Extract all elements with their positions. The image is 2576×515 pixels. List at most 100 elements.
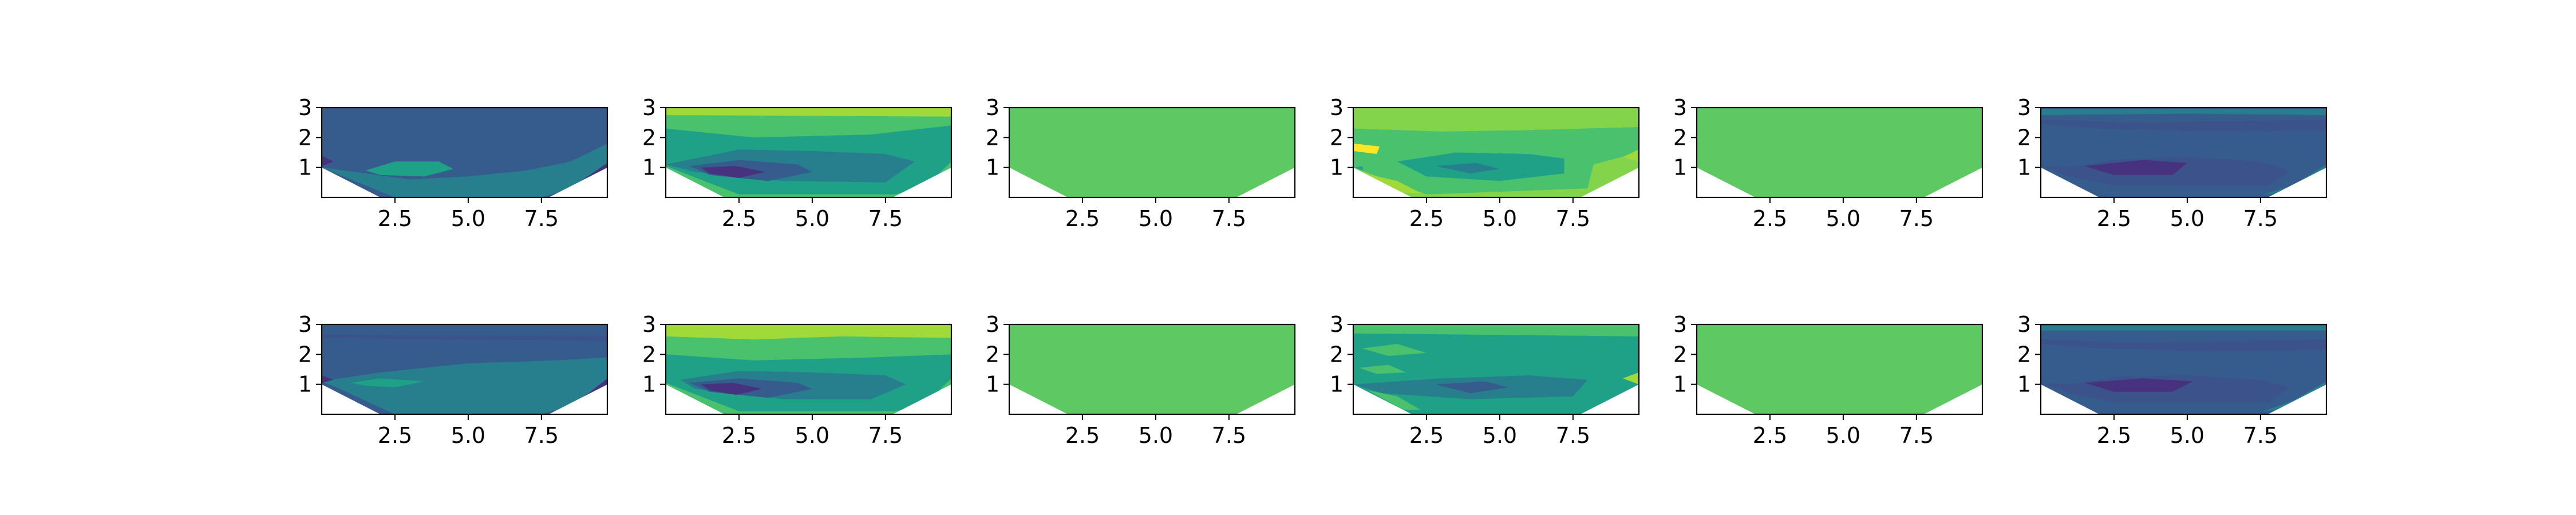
x-tick-label: 5.0 bbox=[1826, 423, 1860, 448]
x-tick-label: 2.5 bbox=[378, 206, 412, 231]
contour-level-base bbox=[1009, 108, 1295, 197]
axes-frame bbox=[321, 106, 609, 199]
x-tick-label: 7.5 bbox=[524, 423, 559, 448]
contour-level-region-4 bbox=[2084, 378, 2194, 392]
y-tick-label: 1 bbox=[1330, 372, 1344, 397]
x-tick-label: 7.5 bbox=[1899, 423, 1934, 448]
contour-fill bbox=[322, 324, 607, 414]
x-tick-label: 2.5 bbox=[722, 423, 756, 448]
x-tick-label: 5.0 bbox=[2170, 206, 2204, 231]
contour-panel-10: 2.5 5.0 7.5 1 2 3 bbox=[1330, 312, 1640, 448]
x-tick-label: 7.5 bbox=[1899, 206, 1934, 231]
axes-frame bbox=[665, 323, 953, 415]
contour-level-base bbox=[1697, 324, 1982, 414]
y-tick-label: 3 bbox=[986, 312, 999, 337]
contour-level-region-4 bbox=[1353, 143, 1380, 154]
x-tick-label: 5.0 bbox=[795, 206, 829, 231]
contour-level-region-2 bbox=[351, 378, 425, 387]
y-tick-label: 2 bbox=[2017, 125, 2031, 150]
contour-level-region-2 bbox=[2041, 119, 2326, 132]
y-tick-label: 2 bbox=[1330, 342, 1344, 367]
x-tick-label: 2.5 bbox=[1409, 206, 1444, 231]
x-tick-label: 5.0 bbox=[1826, 206, 1860, 231]
contour-panel-1: 2.5 5.0 7.5 1 2 3 bbox=[298, 95, 609, 231]
y-tick-label: 3 bbox=[1330, 312, 1344, 337]
y-tick-label: 1 bbox=[1673, 155, 1687, 180]
contour-panel-4: 2.5 5.0 7.5 1 2 3 bbox=[1330, 95, 1640, 231]
contour-level-region-2 bbox=[365, 161, 454, 177]
y-tick-label: 2 bbox=[1673, 342, 1687, 367]
contour-level-region-1 bbox=[2041, 109, 2326, 116]
y-tick-label: 1 bbox=[1330, 155, 1344, 180]
x-tick-label: 7.5 bbox=[524, 206, 559, 231]
contour-panel-12: 2.5 5.0 7.5 1 2 3 bbox=[2017, 312, 2328, 448]
contour-panel-11: 2.5 5.0 7.5 1 2 3 bbox=[1673, 312, 1984, 448]
x-tick-label: 7.5 bbox=[1212, 206, 1246, 231]
x-tick-label: 7.5 bbox=[2243, 423, 2278, 448]
y-tick-label: 2 bbox=[642, 342, 656, 367]
y-tick-label: 1 bbox=[642, 372, 656, 397]
axes-frame bbox=[1008, 323, 1296, 415]
axes-frame bbox=[2040, 323, 2328, 415]
x-tick-label: 7.5 bbox=[1556, 206, 1590, 231]
y-tick-label: 3 bbox=[642, 95, 656, 120]
y-tick-label: 1 bbox=[2017, 155, 2031, 180]
contour-panel-9: 2.5 5.0 7.5 1 2 3 bbox=[986, 312, 1296, 448]
y-tick-label: 2 bbox=[2017, 342, 2031, 367]
x-tick-label: 7.5 bbox=[868, 423, 903, 448]
x-tick-label: 5.0 bbox=[451, 423, 485, 448]
contour-level-region-1 bbox=[666, 108, 951, 117]
y-tick-label: 1 bbox=[1673, 372, 1687, 397]
axes-frame bbox=[2040, 106, 2328, 199]
y-tick-label: 3 bbox=[1330, 95, 1344, 120]
contour-level-region-1 bbox=[322, 143, 607, 197]
y-tick-label: 3 bbox=[1673, 95, 1687, 120]
contour-level-base bbox=[1697, 108, 1982, 197]
x-tick-label: 7.5 bbox=[1212, 423, 1246, 448]
contour-level-region-7 bbox=[1368, 390, 1421, 410]
contour-level-region-2 bbox=[1362, 344, 1427, 356]
contour-fill bbox=[1009, 324, 1295, 414]
x-tick-label: 2.5 bbox=[1753, 423, 1787, 448]
contour-level-region-4 bbox=[322, 335, 607, 341]
y-tick-label: 1 bbox=[298, 372, 312, 397]
contour-level-region-6 bbox=[1622, 372, 1639, 385]
axes-frame bbox=[1352, 106, 1640, 199]
y-tick-label: 2 bbox=[298, 342, 312, 367]
contour-level-region-4 bbox=[2084, 160, 2187, 175]
y-tick-label: 3 bbox=[2017, 95, 2031, 120]
y-tick-label: 2 bbox=[986, 342, 999, 367]
contour-level-region-3 bbox=[1435, 163, 1500, 174]
contour-level-region-2 bbox=[2041, 339, 2326, 352]
contour-fill bbox=[666, 324, 951, 414]
x-tick-label: 5.0 bbox=[1483, 423, 1517, 448]
contour-level-region-5 bbox=[701, 383, 762, 395]
contour-level-region-7 bbox=[1353, 166, 1364, 171]
axes-frame bbox=[1008, 106, 1296, 199]
y-tick-label: 2 bbox=[642, 125, 656, 150]
y-tick-label: 3 bbox=[1673, 312, 1687, 337]
y-tick-label: 3 bbox=[642, 312, 656, 337]
contour-fill bbox=[1353, 324, 1639, 414]
x-tick-label: 5.0 bbox=[1483, 206, 1517, 231]
x-tick-label: 2.5 bbox=[2097, 423, 2131, 448]
x-tick-label: 2.5 bbox=[722, 206, 756, 231]
contour-fill bbox=[1009, 108, 1295, 197]
y-tick-label: 2 bbox=[1673, 125, 1687, 150]
y-tick-label: 2 bbox=[986, 125, 999, 150]
x-tick-label: 5.0 bbox=[795, 423, 829, 448]
contour-fill bbox=[1697, 324, 1982, 414]
x-tick-label: 2.5 bbox=[1753, 206, 1787, 231]
contour-fill bbox=[1697, 108, 1982, 197]
y-tick-label: 2 bbox=[298, 125, 312, 150]
x-tick-label: 7.5 bbox=[868, 206, 903, 231]
x-tick-label: 7.5 bbox=[2243, 206, 2278, 231]
x-tick-label: 2.5 bbox=[2097, 206, 2131, 231]
contour-panel-7: 2.5 5.0 7.5 1 2 3 bbox=[298, 312, 609, 448]
contour-level-region-3 bbox=[1359, 365, 1406, 374]
x-tick-label: 2.5 bbox=[1409, 423, 1444, 448]
axes-frame bbox=[1352, 323, 1640, 415]
y-tick-label: 3 bbox=[298, 95, 312, 120]
